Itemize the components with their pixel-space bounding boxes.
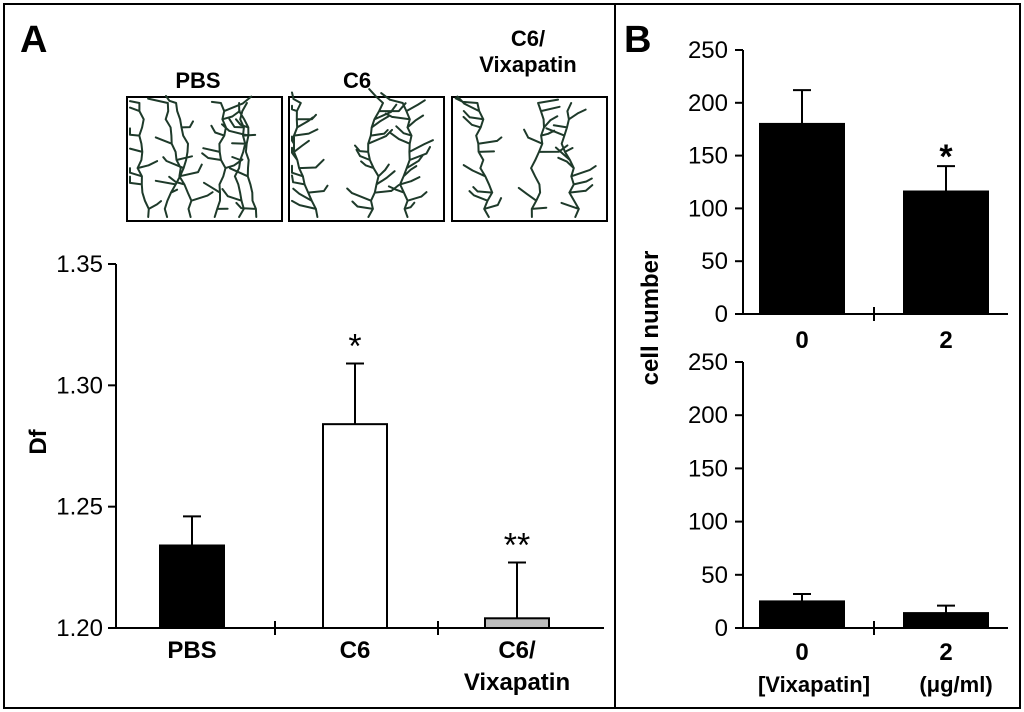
micrograph-pbs [129, 95, 258, 218]
panel-a-significance-c6: * [348, 327, 361, 365]
micrograph-vessels [454, 95, 597, 218]
micrograph-label-c6-vixapatin-line2: Vixapatin [479, 52, 576, 77]
panel-a-bar-pbs [159, 544, 225, 630]
micrograph-vessels [129, 95, 258, 218]
panel-b-top-ytick-label-100: 100 [688, 195, 728, 222]
micrograph-c6-vixapatin [454, 95, 597, 218]
micrograph-pbs-frame [126, 96, 283, 222]
panel-a-y-axis-title: Df [25, 428, 52, 454]
panel-b-top-ytick-label-50: 50 [701, 248, 728, 275]
panel-a-ytick-label-1-35: 1.35 [56, 251, 103, 278]
panel-b-top-xtick-label-2: 2 [939, 327, 952, 354]
panel-a-ytick-label-1-20: 1.20 [56, 615, 103, 642]
panel-a-xtick-label-c6-vixapatin-line2: Vixapatin [464, 669, 570, 696]
panel-b-bottom-ytick-label-50: 50 [701, 562, 728, 589]
panel-b-bottom-ytick-label-0: 0 [715, 615, 728, 642]
micrograph-label-c6-vixapatin-line1: C6/ [511, 26, 545, 51]
panel-a-bar-c6 [322, 423, 388, 629]
panel-b-top-significance-2: * [939, 138, 953, 176]
panel-a-xtick-label-c6: C6 [340, 637, 371, 664]
panel-b-top-xtick-label-0: 0 [795, 327, 808, 354]
panel-b-bottom-ytick-label-150: 150 [688, 455, 728, 482]
panel-a-significance-c6-vixapatin: ** [504, 526, 530, 564]
panel-b-bottom-ytick-label-100: 100 [688, 509, 728, 536]
panel-b-y-axis-title: cell number [637, 251, 664, 386]
panel-a-letter: A [20, 19, 47, 61]
panel-b-x-axis-unit: (μg/ml) [919, 672, 992, 697]
panel-b-top-ytick-label-0: 0 [715, 301, 728, 328]
panel-b-bottom-ytick-label-250: 250 [688, 349, 728, 376]
micrograph-label-pbs: PBS [175, 68, 220, 93]
panel-b-top-chart: 0 2 0 50 100 150 200 250 * [688, 37, 1008, 354]
panel-b-top-bar-0 [759, 122, 845, 315]
panel-b-bottom-chart: 0 2 [Vixapatin] (μg/ml) 0 50 100 150 200 250 [688, 349, 1008, 697]
micrograph-c6 [291, 88, 434, 218]
panel-b-bottom-xtick-label-2: 2 [939, 639, 952, 666]
panel-b-bottom-xtick-label-0: 0 [795, 639, 808, 666]
panel-a-ytick-label-1-30: 1.30 [56, 372, 103, 399]
panel-b-letter: B [624, 19, 651, 61]
panel-b-bottom-bar-2 [903, 612, 989, 630]
panel-a-ytick-label-1-25: 1.25 [56, 494, 103, 521]
panel-b-top-bar-2 [903, 190, 989, 315]
micrograph-label-c6: C6 [343, 68, 371, 93]
micrograph-vessels [291, 88, 434, 218]
panel-a-xtick-label-c6-vixapatin-line1: C6/ [498, 637, 536, 664]
panel-a-chart: Df PBS C6 C6/ Vixapatin 1.20 1.25 1.30 1.35… [25, 251, 604, 696]
panel-b-top-ytick-label-150: 150 [688, 143, 728, 170]
panel-b-bottom-bar-0 [759, 600, 845, 630]
panel-a-xtick-label-pbs: PBS [167, 637, 216, 664]
panel-a-bar-c6-vixapatin [484, 617, 550, 630]
panel-b-top-ytick-label-200: 200 [688, 90, 728, 117]
panel-b-bottom-ytick-label-200: 200 [688, 402, 728, 429]
panel-b-x-axis-title: [Vixapatin] [758, 672, 870, 697]
panel-b-top-ytick-label-250: 250 [688, 37, 728, 64]
micrograph-c6-vixapatin-frame [451, 96, 608, 222]
